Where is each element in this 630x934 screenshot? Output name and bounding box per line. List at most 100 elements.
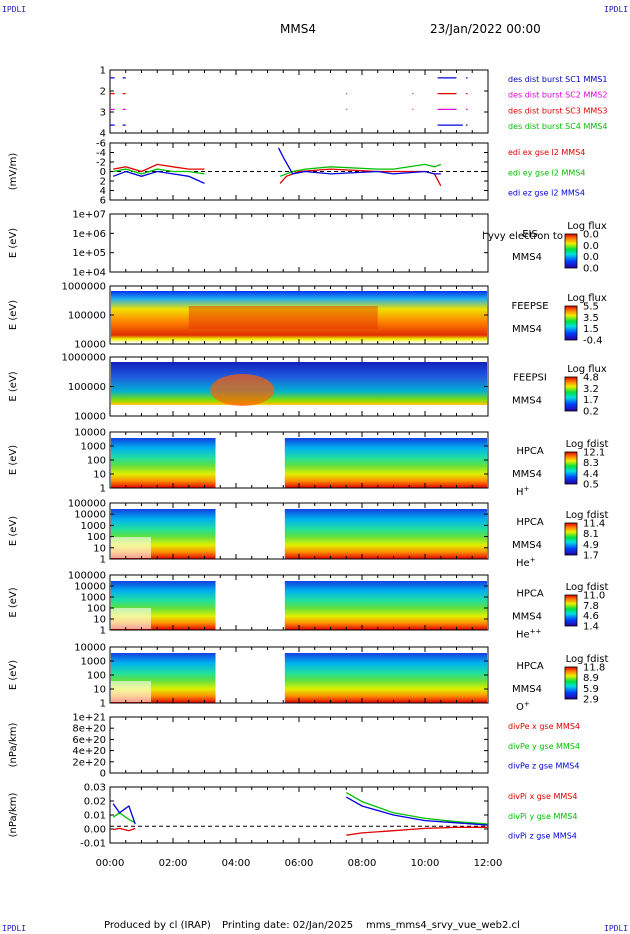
hpca_o-colorbar-tick: 2.9: [583, 695, 599, 706]
hpca_h-colorbar: [564, 451, 578, 485]
burst-frame: [109, 69, 489, 134]
hpca_he-ytick-label: 1: [100, 555, 106, 566]
feepse-ytick-label: 100000: [68, 311, 106, 322]
hpca_h-ylabel: E (eV): [8, 445, 19, 475]
edi-ytick-label: -6: [96, 139, 106, 150]
feepsi-colorbar-tick: 0.2: [583, 407, 599, 418]
feepsi-sc-label: MMS4: [512, 396, 542, 407]
mission-title: MMS4: [280, 22, 316, 36]
time-axis-label: 10:00: [411, 858, 440, 869]
hpca_he-species-label: He+: [516, 556, 536, 569]
eis-colorbar-tick: 0.0: [583, 252, 599, 263]
hpca_he-colorbar-tick: 1.7: [583, 551, 599, 562]
edi-ytick-label: 0: [100, 167, 106, 178]
feepse-ytick-label: 10000: [74, 340, 106, 351]
date-title: 23/Jan/2022 00:00: [430, 22, 541, 36]
hpca_o-ytick-label: 1: [100, 699, 106, 710]
hpca_hepp-ylabel: E (eV): [8, 587, 19, 617]
divpi-ylabel: (nPa/km): [8, 793, 19, 838]
hpca_he-colorbar-tick: 8.1: [583, 529, 599, 540]
eis-colorbar: [564, 233, 578, 269]
corner-mark-top-left: IPDLI: [2, 5, 27, 14]
divpe-ytick-label: 1e+21: [72, 713, 106, 724]
burst-ytick-label: 4: [100, 129, 106, 140]
hpca_he-ytick-label: 10000: [74, 510, 106, 521]
eis-colorbar-tick: 0.0: [583, 230, 599, 241]
burst-ytick-label: 2: [100, 87, 106, 98]
divpi-ytick-label: -0.01: [80, 839, 106, 850]
burst-legend-2: des dist burst SC2 MMS2: [508, 91, 607, 100]
hpca_hepp-colorbar-tick: 1.4: [583, 622, 599, 633]
feepse-hot-region: [188, 306, 378, 329]
hpca_h-ytick-label: 10: [93, 470, 106, 481]
footer-printing-date: Printing date: 02/Jan/2025: [222, 920, 354, 931]
hpca_h-spectrogram-left: [111, 438, 216, 488]
divpi-ytick-label: 0.03: [84, 783, 106, 794]
hpca_o-colorbar: [564, 666, 578, 700]
hpca_h-species-label: H+: [516, 485, 530, 498]
edi-series-2: [113, 163, 442, 177]
hpca_o-species-label: O+: [516, 700, 530, 713]
hpca_h-instrument-label: HPCA: [516, 446, 544, 457]
eis-colorbar-tick: 0.0: [583, 264, 599, 275]
hpca_hepp-lowcount-mask: [111, 608, 151, 629]
hpca_he-ytick-label: 100: [87, 532, 106, 543]
divpe-ytick-label: 0: [100, 769, 106, 780]
hpca_hepp-ytick-label: 1000: [81, 593, 106, 604]
hpca_o-lowcount-mask: [111, 681, 151, 702]
divpe-frame: [109, 716, 489, 774]
eis-overlay-text: l yvy electron to: [482, 231, 563, 242]
hpca_he-colorbar-tick: 4.9: [583, 540, 599, 551]
hpca_hepp-colorbar-tick: 7.8: [583, 601, 599, 612]
hpca_h-sc-label: MMS4: [512, 469, 542, 480]
eis-ytick-label: 1e+06: [72, 229, 106, 240]
hpca_h-species-charge: +: [524, 485, 530, 493]
feepse-colorbar-tick: 5.5: [583, 302, 599, 313]
hpca_h-colorbar-tick: 8.3: [583, 458, 599, 469]
hpca_hepp-species-charge: ++: [530, 628, 542, 636]
hpca_h-ytick-label: 10000: [74, 428, 106, 439]
feepsi-spectrogram: [111, 362, 487, 415]
hpca_hepp-colorbar-tick: 4.6: [583, 611, 599, 622]
hpca_hepp-instrument-label: HPCA: [516, 589, 544, 600]
hpca_hepp-ytick-label: 100: [87, 604, 106, 615]
feepse-ylabel: E (eV): [8, 300, 19, 330]
divpe-ytick-label: 6e+20: [72, 735, 106, 746]
hpca_he-sc-label: MMS4: [512, 540, 542, 551]
feepsi-ytick-label: 10000: [74, 412, 106, 423]
feepse-colorbar-tick: 1.5: [583, 324, 599, 335]
divpe-ytick-label: 2e+20: [72, 757, 106, 768]
edi-ytick-label: 6: [100, 196, 106, 207]
hpca_o-instrument-label: HPCA: [516, 661, 544, 672]
hpca_he-colorbar: [564, 522, 578, 556]
hpca_he-species-charge: +: [530, 556, 536, 564]
burst-legend-1: des dist burst SC1 MMS1: [508, 75, 607, 84]
eis-frame: [109, 213, 489, 273]
time-axis-label: 02:00: [159, 858, 188, 869]
burst-ytick-label: 3: [100, 108, 106, 119]
hpca_h-colorbar-tick: 12.1: [583, 448, 605, 459]
hpca_hepp-ytick-label: 10000: [74, 582, 106, 593]
divpi-frame: [109, 786, 489, 844]
feepsi-colorbar-tick: 1.7: [583, 395, 599, 406]
corner-mark-bottom-right: IPDLI: [604, 924, 629, 933]
feepsi-ytick-label: 1000000: [61, 353, 106, 364]
feepse-ytick-label: 1000000: [61, 282, 106, 293]
time-axis-label: 08:00: [348, 858, 377, 869]
divpi-series-3: [112, 796, 489, 826]
feepsi-colorbar-tick: 4.8: [583, 373, 599, 384]
hpca_he-colorbar-tick: 11.4: [583, 519, 605, 530]
hpca_hepp-species-label: He++: [516, 628, 542, 641]
hpca_he-spectrogram-right: [284, 509, 487, 559]
footer-produced-by: Produced by cl (IRAP): [104, 920, 211, 931]
divpi-ytick-label: 0.02: [84, 797, 106, 808]
feepse-colorbar-tick: 3.5: [583, 313, 599, 324]
hpca_h-spectrogram-right: [284, 438, 487, 488]
feepsi-colorbar: [564, 376, 578, 412]
edi-ytick-label: -2: [96, 158, 106, 169]
divpe-legend-2: divPe y gse MMS4: [508, 742, 580, 751]
feepse-sc-label: MMS4: [512, 324, 542, 335]
edi-legend-1: edi ex gse l2 MMS4: [508, 148, 585, 157]
hpca_o-ytick-label: 10000: [74, 643, 106, 654]
hpca_o-colorbar-title: Log fdist: [566, 654, 609, 665]
